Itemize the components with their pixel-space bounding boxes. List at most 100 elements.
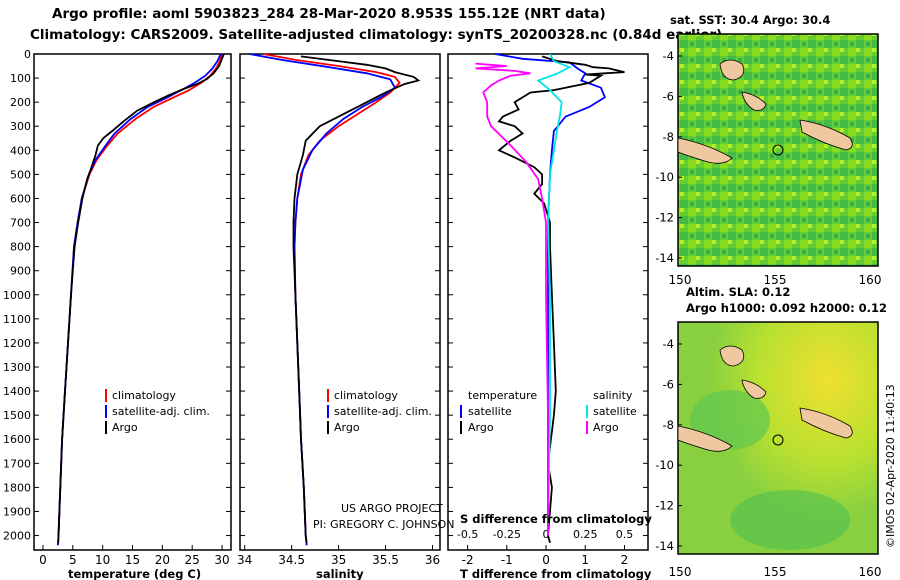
series-line-s-argo: [475, 62, 549, 536]
map-lon-tick-label: 150: [669, 273, 692, 287]
x-tick-label-top: 0.5: [616, 528, 634, 541]
map-lat-tick-label: -4: [663, 49, 674, 63]
map-lon-tick-label: 150: [669, 565, 692, 579]
depth-tick-label: 200: [10, 96, 31, 109]
x-tick-label: 10: [95, 553, 110, 567]
sla-map-title-1: Altim. SLA: 0.12: [686, 285, 790, 299]
depth-tick-label: 1500: [3, 409, 31, 422]
map-lat-tick-label: -8: [663, 418, 674, 432]
depth-axis: 0 100 200 300 400 500 600 700 800 900 1000 1100 1200…: [3, 48, 31, 543]
depth-tick-label: 800: [10, 241, 31, 254]
difference-xlabel: T difference from climatology: [460, 567, 652, 580]
title-line-1: Argo profile: aoml 5903823_284 28-Mar-20…: [52, 6, 606, 22]
sst-argo-marker: [772, 144, 784, 156]
x-tick-label: 36: [425, 553, 440, 567]
temperature-lines: [57, 53, 225, 546]
series-line-satellite-adj-clim-: [249, 53, 397, 546]
legend-argo: Argo: [112, 421, 138, 434]
sla-map-title-2: Argo h1000: 0.092 h2000: 0.12: [686, 301, 887, 315]
legend-climatology: climatology: [112, 389, 176, 402]
depth-tick-label: 2000: [3, 530, 31, 543]
map-lat-tick-label: -12: [655, 211, 674, 225]
series-line-argo: [292, 55, 421, 543]
depth-tick-label: 1700: [3, 457, 31, 470]
x-tick-label: 25: [185, 553, 200, 567]
difference-legend-temperature: temperature satellite Argo: [460, 389, 537, 434]
watermark: ©IMOS 02-Apr-2020 11:40:13: [884, 384, 897, 548]
depth-tick-label: 1000: [3, 289, 31, 302]
depth-tick-label: 500: [10, 168, 31, 181]
legend-satellite: satellite-adj. clim.: [112, 405, 210, 418]
depth-tick-label: 1600: [3, 433, 31, 446]
depth-tick-label: 400: [10, 144, 31, 157]
depth-tick-label: 1200: [3, 337, 31, 350]
legend-mark-s-satellite: [586, 405, 588, 418]
maps-area: sat. SST: 30.4 Argo: 30.4 Altim. SLA: 0.…: [655, 13, 897, 579]
x-tick-label: 5: [69, 553, 77, 567]
map-lon-tick-label: 155: [764, 273, 787, 287]
depth-tick-label: 1400: [3, 385, 31, 398]
map-lon-tick-label: 160: [859, 565, 882, 579]
series-line-t-argo: [497, 55, 625, 544]
depth-tick-label: 0: [24, 48, 31, 61]
x-tick-label: 35: [331, 553, 346, 567]
island-new-ireland: [719, 345, 745, 367]
sla-map: [677, 321, 879, 555]
depth-tick-label: 1900: [3, 505, 31, 518]
difference-panel: -2 -1 0 1 2 -0.5 -0.25 0 0.25 0.5 T difference fr…: [447, 53, 652, 580]
island-bougainville: [741, 379, 767, 399]
salinity-xlabel: salinity: [316, 567, 364, 580]
legend-mark-satellite: [327, 405, 329, 418]
x-tick-label: 2: [621, 553, 629, 567]
depth-tick-label: 1100: [3, 313, 31, 326]
map-lat-tick-label: -4: [663, 337, 674, 351]
island-solomon: [799, 407, 853, 439]
difference-frame: [447, 53, 649, 551]
depth-tick-label: 600: [10, 192, 31, 205]
map-lat-tick-label: -10: [655, 458, 674, 472]
x-tick-label: 20: [155, 553, 170, 567]
depth-tick-label: 900: [10, 265, 31, 278]
map-lon-tick-label: 160: [859, 273, 882, 287]
map-lon-tick-label: 155: [764, 565, 787, 579]
depth-tick-label: 300: [10, 120, 31, 133]
map-lat-tick-label: -14: [655, 539, 674, 553]
legend-mark-climatology: [327, 389, 329, 402]
temperature-frame: [33, 53, 232, 551]
salinity-ticks: 34 34.5 35 35.5 36: [237, 53, 440, 567]
series-line-satellite-adj-clim-: [57, 53, 222, 546]
island-png: [677, 137, 733, 164]
legend-s-satellite: satellite: [593, 405, 637, 418]
difference-legend-salinity: salinity satellite Argo: [586, 389, 637, 434]
legend-t-satellite: satellite: [468, 405, 512, 418]
map-lat-tick-label: -8: [663, 130, 674, 144]
legend-mark-t-satellite: [460, 405, 462, 418]
island-solomon: [799, 119, 853, 151]
temperature-legend: climatology satellite-adj. clim. Argo: [105, 389, 210, 434]
x-tick-label-top: -0.25: [493, 528, 521, 541]
salinity-legend: climatology satellite-adj. clim. Argo: [327, 389, 432, 434]
x-tick-label: 34: [237, 553, 252, 567]
map-lat-tick-label: -12: [655, 499, 674, 513]
credit-line-2: PI: GREGORY C. JOHNSON: [313, 518, 454, 531]
map-lat-tick-label: -14: [655, 251, 674, 265]
map-lat-tick-label: -6: [663, 377, 674, 391]
legend-mark-satellite: [105, 405, 107, 418]
salinity-lines: [249, 53, 421, 546]
depth-tick-label: 1300: [3, 361, 31, 374]
island-png: [677, 425, 733, 452]
x-tick-label: 0: [39, 553, 47, 567]
map-lat-tick-label: -10: [655, 170, 674, 184]
legend-s-argo: Argo: [593, 421, 619, 434]
salinity-panel: 34 34.5 35 35.5 36 salinity climatology sate…: [237, 53, 454, 580]
legend-climatology: climatology: [334, 389, 398, 402]
salinity-frame: [239, 53, 441, 551]
x-tick-label: 1: [581, 553, 589, 567]
x-tick-label: 34.5: [278, 553, 305, 567]
legend-mark-climatology: [105, 389, 107, 402]
legend-mark-s-argo: [586, 421, 588, 434]
x-tick-label: -2: [462, 553, 474, 567]
depth-tick-label: 700: [10, 217, 31, 230]
sst-map: [677, 33, 879, 267]
depth-tick-label: 1800: [3, 481, 31, 494]
